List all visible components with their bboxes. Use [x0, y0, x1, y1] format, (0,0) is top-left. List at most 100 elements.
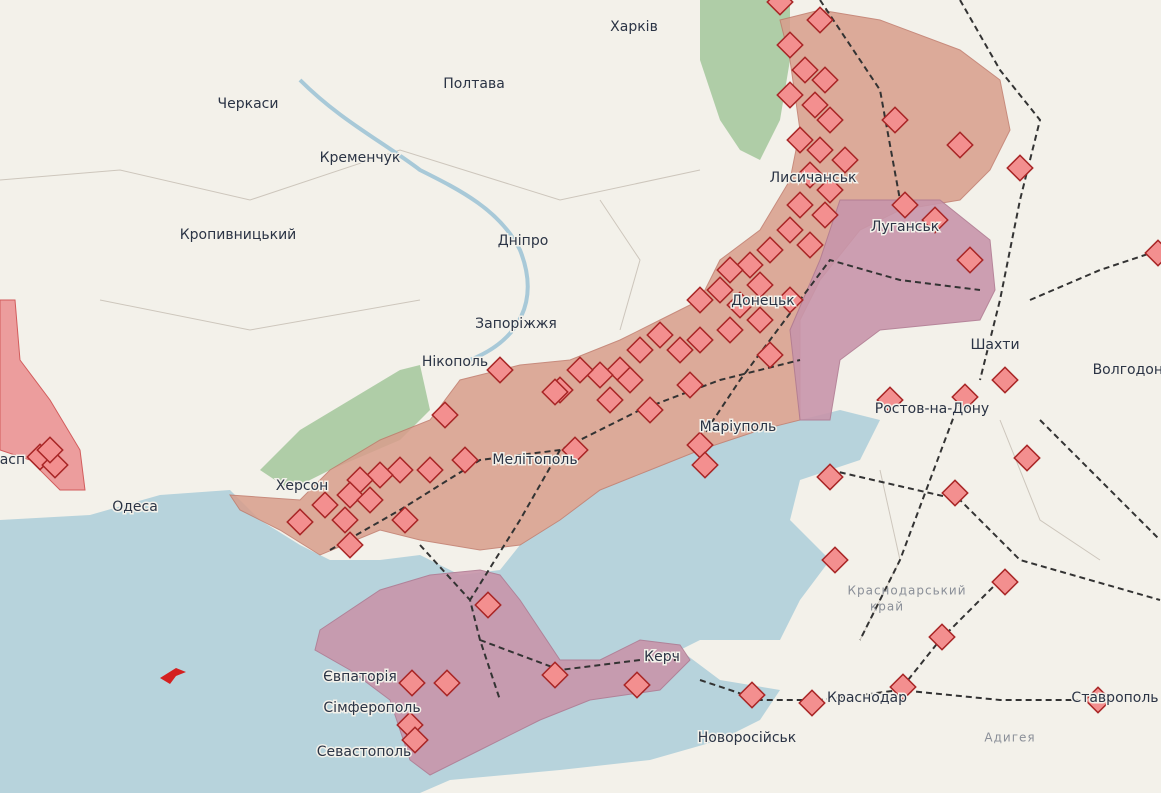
place-label: Керч: [644, 649, 680, 665]
marker: [586, 361, 614, 389]
marker: [1144, 239, 1161, 267]
marker: [366, 461, 394, 489]
marker: [691, 451, 719, 479]
marker: [566, 356, 594, 384]
marker: [433, 669, 461, 697]
ship-icon: [160, 668, 186, 684]
place-label: Шахти: [970, 337, 1019, 353]
place-label: Херсон: [276, 478, 329, 494]
region-border: [0, 149, 1101, 641]
river: [298, 78, 530, 362]
marker: [951, 383, 979, 411]
marker: [596, 386, 624, 414]
marker: [401, 726, 429, 754]
marker: [756, 341, 784, 369]
liberated-area: [260, 0, 790, 490]
marker: [646, 321, 674, 349]
marker: [716, 256, 744, 284]
transnistria: [0, 299, 86, 491]
place-label: Харків: [610, 19, 658, 35]
marker: [786, 191, 814, 219]
marker: [956, 246, 984, 274]
place-label: Севастополь: [317, 744, 412, 760]
place-label: Донецьк: [731, 293, 795, 309]
marker: [816, 106, 844, 134]
marker: [816, 463, 844, 491]
marker: [386, 456, 414, 484]
marker: [776, 31, 804, 59]
marker: [391, 506, 419, 534]
marker: [623, 671, 651, 699]
place-label: Нікополь: [422, 354, 488, 370]
place-label: Кременчук: [320, 150, 401, 166]
place-label: Ростов-на-Дону: [875, 401, 989, 417]
marker: [991, 366, 1019, 394]
marker: [398, 669, 426, 697]
labels: Харків Полтава Черкаси Кременчук Кропивницьк…: [0, 18, 1161, 762]
marker: [336, 481, 364, 509]
marker: [331, 506, 359, 534]
marker: [726, 291, 754, 319]
marker: [946, 131, 974, 159]
marker: [286, 508, 314, 536]
marker: [881, 106, 909, 134]
place-label: край: [870, 600, 904, 614]
marker: [336, 531, 364, 559]
marker: [811, 66, 839, 94]
place-label: Новоросійськ: [698, 730, 796, 746]
marker: [666, 336, 694, 364]
marker: [416, 456, 444, 484]
marker: [798, 689, 826, 717]
marker: [811, 201, 839, 229]
place-label: расп: [0, 452, 25, 468]
marker: [311, 491, 339, 519]
place-label: Ставрополь: [1071, 690, 1158, 706]
marker: [756, 236, 784, 264]
marker: [766, 0, 794, 16]
marker: [941, 479, 969, 507]
markers: [26, 0, 1161, 754]
marker: [786, 126, 814, 154]
marker: [706, 276, 734, 304]
place-label: Краснодарський: [847, 584, 966, 598]
marker: [636, 396, 664, 424]
marker: [474, 591, 502, 619]
marker: [1084, 686, 1112, 714]
marker: [891, 191, 919, 219]
marker: [36, 436, 64, 464]
marker: [676, 371, 704, 399]
marker: [451, 446, 479, 474]
place-label: Луганськ: [871, 219, 939, 235]
marker: [796, 231, 824, 259]
marker: [356, 486, 384, 514]
place-label: Волгодонськ: [1093, 362, 1161, 378]
place-label: Кропивницький: [180, 227, 297, 243]
marker: [686, 431, 714, 459]
place-label: Одеса: [112, 499, 158, 515]
marker: [686, 286, 714, 314]
marker: [821, 546, 849, 574]
marker: [616, 366, 644, 394]
marker: [486, 356, 514, 384]
marker: [716, 316, 744, 344]
marker: [738, 681, 766, 709]
marker: [561, 436, 589, 464]
place-label: Мелітополь: [492, 452, 577, 468]
marker: [746, 306, 774, 334]
marker: [991, 568, 1019, 596]
marker: [541, 661, 569, 689]
marker: [776, 81, 804, 109]
marker: [1013, 444, 1041, 472]
marker: [816, 176, 844, 204]
marker: [1006, 154, 1034, 182]
marker: [686, 326, 714, 354]
marker: [801, 91, 829, 119]
marker: [806, 136, 834, 164]
marker: [928, 623, 956, 651]
marker: [541, 378, 569, 406]
place-label: Маріуполь: [700, 419, 777, 435]
marker: [806, 6, 834, 34]
place-label: Дніпро: [498, 233, 549, 249]
marker: [796, 161, 824, 189]
